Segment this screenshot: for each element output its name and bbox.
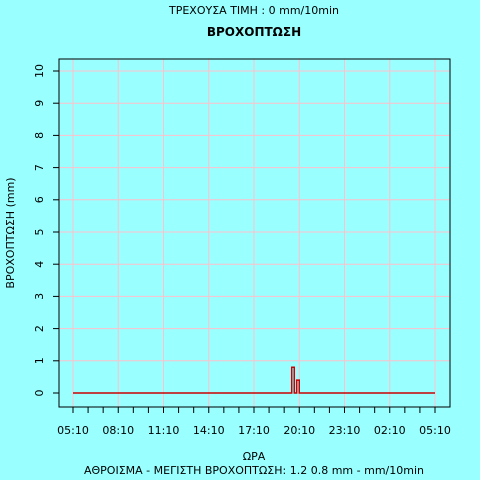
x-tick-label: 23:10: [329, 424, 361, 437]
y-tick-label: 2: [33, 325, 46, 332]
rainfall-series-line: [73, 366, 435, 394]
y-tick-label: 8: [33, 132, 46, 139]
plot-border: [58, 58, 451, 408]
chart-title: ΒΡΟΧΟΠΤΩΣΗ: [207, 25, 301, 39]
y-tick-label: 1: [33, 357, 46, 364]
x-tick-label: 20:10: [283, 424, 315, 437]
x-tick-label: 14:10: [193, 424, 225, 437]
x-tick-label: 05:10: [57, 424, 89, 437]
current-value-text: ΤΡΕΧΟΥΣΑ ΤΙΜΗ : 0 mm/10min: [168, 4, 339, 17]
y-tick-label: 10: [33, 64, 46, 78]
x-tick-label: 02:10: [374, 424, 406, 437]
series-lines: [73, 366, 435, 394]
y-tick-label: 0: [33, 390, 46, 397]
y-axis-label: ΒΡΟΧΟΠΤΩΣΗ (mm): [4, 177, 17, 288]
y-tick-label: 6: [33, 196, 46, 203]
x-tick-label: 11:10: [148, 424, 180, 437]
x-tick-label: 05:10: [419, 424, 451, 437]
summary-text: ΑΘΡΟΙΣΜΑ - ΜΕΓΙΣΤΗ ΒΡΟΧΟΠΤΩΣΗ: 1.2 0.8 m…: [84, 464, 424, 477]
y-tick-label: 3: [33, 293, 46, 300]
x-axis-label: ΩΡΑ: [243, 450, 266, 463]
grid-lines: [59, 59, 450, 407]
x-tick-label: 17:10: [238, 424, 270, 437]
y-tick-label: 9: [33, 100, 46, 107]
y-tick-label: 4: [33, 261, 46, 268]
axes: 0 1 2 3 4 5 6 7 8 9 10 05:10 08:10 11:10 14:10 17:10 20:…: [33, 64, 451, 437]
x-tick-label: 08:10: [102, 424, 134, 437]
y-tick-label: 5: [33, 229, 46, 236]
y-tick-label: 7: [33, 164, 46, 171]
